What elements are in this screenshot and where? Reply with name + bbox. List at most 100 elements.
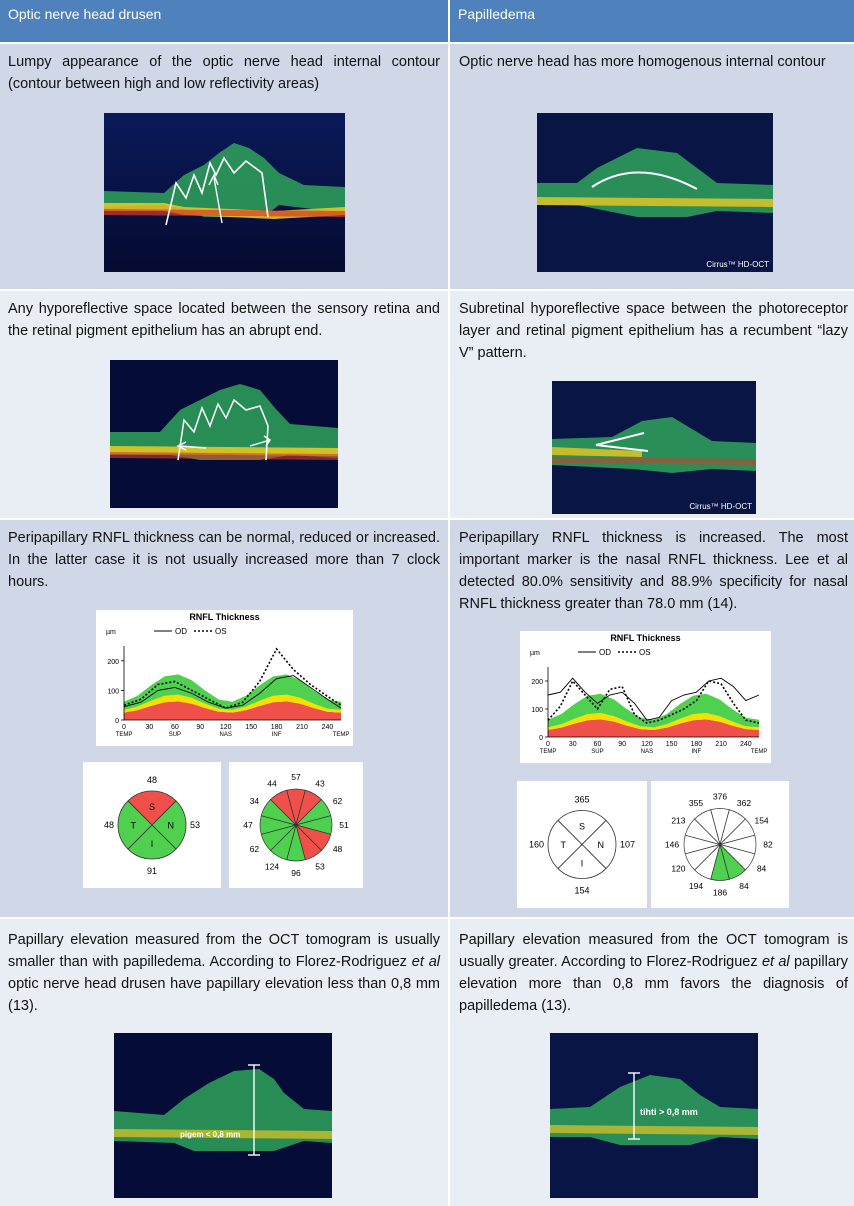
clock-chart-papilledema: 376 362 154 82 84 84 186 194 120 146 213 355 xyxy=(651,781,789,908)
series-line-os xyxy=(123,647,342,710)
quadrant-letter-i: I xyxy=(151,839,154,849)
quadrant-t xyxy=(117,800,153,850)
quadrant-letter-n: N xyxy=(597,840,604,850)
quadrant-s xyxy=(557,810,607,846)
row4-left-text-em: et al xyxy=(411,954,440,970)
clock-value: 82 xyxy=(763,840,773,850)
quadrant-value-n: 107 xyxy=(620,840,635,850)
row4-right-text-em: et al xyxy=(761,954,790,970)
x-region-label: SUP xyxy=(591,749,603,755)
clock-value: 44 xyxy=(267,778,277,788)
clock-value: 213 xyxy=(671,816,685,826)
x-tick-label: 210 xyxy=(296,724,308,731)
quadrant-value-i: 91 xyxy=(147,866,157,876)
quadrant-n xyxy=(151,800,187,850)
clock-value: 124 xyxy=(265,862,279,872)
clock-value: 84 xyxy=(739,881,749,891)
x-region-label: INF xyxy=(272,732,282,738)
clock-value: 57 xyxy=(291,772,301,782)
clock-value: 362 xyxy=(737,798,751,808)
clock-value: 62 xyxy=(250,844,260,854)
legend-od-label: OD xyxy=(175,627,187,636)
clock-chart-drusen: 57 43 62 51 48 53 96 124 62 47 34 44 xyxy=(229,762,363,888)
clock-value: 154 xyxy=(754,816,768,826)
y-tick-label: 0 xyxy=(115,718,119,725)
clock-value: 84 xyxy=(757,864,767,874)
header-right: Papilledema xyxy=(450,0,854,42)
x-tick-label: 180 xyxy=(271,724,283,731)
x-region-label: NAS xyxy=(220,732,232,738)
x-tick-label: 90 xyxy=(196,724,204,731)
clock-chart-drusen-svg: 57 43 62 51 48 53 96 124 62 47 34 44 xyxy=(243,772,349,878)
quadrant-t xyxy=(547,819,583,870)
quadrant-letter-s: S xyxy=(579,821,585,831)
quadrant-value-s: 365 xyxy=(574,795,589,805)
x-tick-label: 240 xyxy=(740,741,752,748)
clock-value: 194 xyxy=(689,881,703,891)
x-tick-label: 60 xyxy=(594,741,602,748)
band-abnormal xyxy=(548,719,759,737)
x-tick-label: 0 xyxy=(122,724,126,731)
series-line-od xyxy=(547,677,760,721)
rnfl-chart-drusen-svg: RNFL Thickness µm OD OS 0 100 200 0 30 60 90 120 150… xyxy=(106,612,350,738)
band-normal xyxy=(548,693,759,728)
rnfl-chart-drusen: RNFL Thickness µm OD OS 0 100 200 0 30 60 90 120 150… xyxy=(96,610,353,746)
clock-value: 51 xyxy=(339,820,349,830)
y-tick-label: 0 xyxy=(539,735,543,742)
quadrant-letter-i: I xyxy=(581,859,584,869)
x-region-label: INF xyxy=(692,749,702,755)
row4-left-text-a: Papillary elevation measured from the OC… xyxy=(8,932,440,970)
oct-image-drusen-contour xyxy=(104,113,345,272)
clock-value: 355 xyxy=(689,798,703,808)
band-borderline xyxy=(124,694,341,713)
row4-right-text: Papillary elevation measured from the OC… xyxy=(459,929,848,1017)
row4-right-text-b: papillary elevation more than 0,8 mm fav… xyxy=(459,954,848,1014)
row2-left-text: Any hyporeflective space located between… xyxy=(8,301,440,339)
band-abnormal xyxy=(124,701,341,720)
y-tick-label: 100 xyxy=(107,688,119,695)
x-region-label: TEMP xyxy=(540,749,557,755)
clock-value: 53 xyxy=(315,862,325,872)
row4-left-text: Papillary elevation measured from the OC… xyxy=(8,929,440,1017)
legend-os-label: OS xyxy=(639,648,651,657)
row4-right-text-a: Papillary elevation measured from the OC… xyxy=(459,932,848,970)
header-left: Optic nerve head drusen xyxy=(0,0,448,42)
rnfl-chart-papilledema-svg: RNFL Thickness µm OD OS 0 100 200 0 30 60 90 120 150… xyxy=(530,633,768,755)
legend-os-label: OS xyxy=(215,627,227,636)
x-tick-label: 180 xyxy=(691,741,703,748)
quadrant-letter-s: S xyxy=(149,802,155,812)
clock-value: 376 xyxy=(713,792,727,802)
oct-image-papilledema-contour: Cirrus™ HD-OCT xyxy=(537,113,773,272)
quadrant-n xyxy=(581,819,617,870)
x-region-label: SUP xyxy=(169,732,181,738)
quadrant-letter-n: N xyxy=(167,821,174,831)
oct-image-papilledema-elevation: tihti > 0,8 mm xyxy=(550,1033,758,1198)
x-tick-label: 150 xyxy=(245,724,257,731)
x-tick-label: 150 xyxy=(666,741,678,748)
x-region-label: TEMP xyxy=(333,732,350,738)
band-borderline xyxy=(548,712,759,730)
clock-value: 48 xyxy=(333,844,343,854)
row1-left-text: Lumpy appearance of the optic nerve head… xyxy=(8,54,440,92)
quadrant-chart-drusen-svg: S N I T 48 91 53 48 xyxy=(104,775,200,876)
row1-right-text: Optic nerve head has more homogenous int… xyxy=(459,54,826,70)
clock-value: 43 xyxy=(315,778,325,788)
clock-value: 34 xyxy=(250,796,260,806)
quadrant-value-s: 48 xyxy=(147,775,157,785)
quadrant-chart-drusen: S N I T 48 91 53 48 xyxy=(83,762,221,888)
quadrant-value-t: 160 xyxy=(529,840,544,850)
clock-value: 120 xyxy=(671,864,685,874)
clock-value: 47 xyxy=(243,820,253,830)
quadrant-value-n: 53 xyxy=(190,820,200,830)
quadrant-i xyxy=(127,824,177,860)
y-tick-label: 200 xyxy=(531,679,543,686)
x-tick-label: 60 xyxy=(171,724,179,731)
y-tick-label: 200 xyxy=(107,659,119,666)
quadrant-chart-papilledema: S N I T 365 154 107 160 xyxy=(517,781,647,908)
x-region-label: TEMP xyxy=(751,749,768,755)
quadrant-value-i: 154 xyxy=(574,886,589,896)
rnfl-chart-papilledema: RNFL Thickness µm OD OS 0 100 200 0 30 60 90 120 150… xyxy=(520,631,771,763)
quadrant-chart-papilledema-svg: S N I T 365 154 107 160 xyxy=(529,795,635,896)
